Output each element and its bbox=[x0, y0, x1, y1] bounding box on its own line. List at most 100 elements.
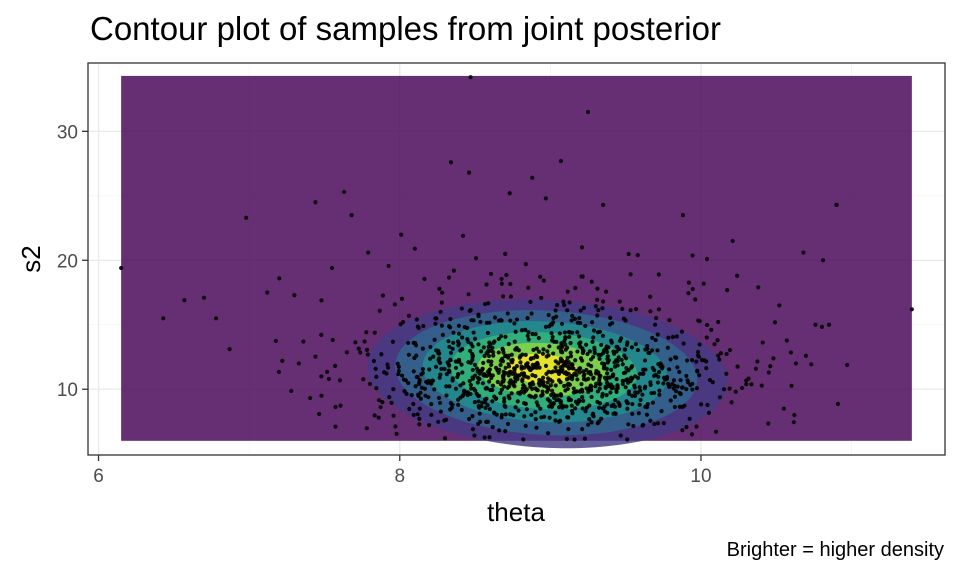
sample-point bbox=[766, 370, 771, 375]
sample-point bbox=[399, 232, 404, 237]
sample-point bbox=[702, 358, 707, 363]
sample-point bbox=[643, 384, 648, 389]
sample-point bbox=[498, 382, 504, 387]
sample-point bbox=[572, 437, 577, 442]
sample-point bbox=[633, 307, 639, 312]
sample-point bbox=[568, 397, 574, 403]
sample-point bbox=[492, 411, 497, 416]
sample-point bbox=[344, 350, 349, 355]
sample-point bbox=[536, 335, 541, 341]
sample-point bbox=[317, 411, 322, 417]
sample-point bbox=[766, 421, 771, 426]
sample-point bbox=[618, 433, 623, 438]
sample-point bbox=[909, 307, 914, 312]
sample-point bbox=[418, 396, 424, 401]
sample-point bbox=[376, 398, 382, 403]
sample-point bbox=[227, 347, 232, 352]
sample-point bbox=[671, 386, 676, 391]
sample-point bbox=[588, 383, 593, 388]
sample-point bbox=[392, 302, 397, 307]
sample-point bbox=[416, 393, 421, 399]
sample-point bbox=[565, 355, 570, 361]
sample-point bbox=[568, 350, 573, 355]
sample-point bbox=[490, 387, 495, 393]
sample-point bbox=[471, 330, 476, 335]
sample-point bbox=[600, 406, 605, 411]
sample-point bbox=[349, 213, 354, 218]
sample-point bbox=[213, 316, 219, 321]
sample-point bbox=[674, 355, 679, 360]
sample-point bbox=[597, 329, 603, 334]
sample-point bbox=[399, 373, 405, 378]
sample-point bbox=[648, 380, 653, 385]
sample-point bbox=[496, 350, 501, 355]
sample-point bbox=[707, 377, 713, 383]
sample-point bbox=[470, 367, 475, 373]
sample-point bbox=[695, 369, 700, 374]
sample-point bbox=[409, 392, 414, 398]
sample-point bbox=[516, 408, 521, 413]
sample-point bbox=[781, 406, 786, 411]
sample-point bbox=[485, 419, 491, 424]
sample-point bbox=[813, 322, 818, 327]
sample-point bbox=[560, 344, 565, 349]
sample-point bbox=[412, 355, 417, 361]
sample-point bbox=[473, 388, 478, 393]
sample-point bbox=[540, 392, 545, 397]
sample-point bbox=[324, 369, 330, 374]
sample-point bbox=[372, 330, 377, 335]
sample-point bbox=[595, 286, 600, 291]
sample-point bbox=[399, 296, 405, 301]
y-axis: 10 20 30 bbox=[57, 122, 88, 401]
sample-point bbox=[413, 384, 418, 389]
sample-point bbox=[801, 250, 806, 255]
sample-point bbox=[550, 334, 555, 340]
sample-point bbox=[541, 278, 546, 283]
sample-point bbox=[448, 407, 453, 412]
sample-point bbox=[389, 400, 394, 406]
sample-point bbox=[675, 384, 680, 389]
sample-point bbox=[337, 378, 343, 383]
sample-point bbox=[473, 256, 479, 261]
sample-point bbox=[597, 356, 602, 361]
sample-point bbox=[411, 412, 416, 418]
sample-point bbox=[600, 306, 605, 311]
sample-point bbox=[670, 334, 675, 340]
sample-point bbox=[406, 380, 411, 386]
sample-point bbox=[680, 404, 685, 409]
sample-point bbox=[499, 318, 504, 323]
sample-point bbox=[448, 160, 454, 165]
sample-point bbox=[387, 395, 392, 400]
sample-point bbox=[715, 338, 720, 343]
sample-point bbox=[395, 361, 400, 366]
sample-point bbox=[834, 202, 839, 207]
sample-point bbox=[545, 397, 550, 402]
sample-point bbox=[580, 350, 585, 356]
sample-point bbox=[548, 383, 553, 388]
sample-point bbox=[553, 383, 558, 388]
sample-point bbox=[655, 332, 660, 337]
sample-point bbox=[484, 282, 489, 287]
sample-point bbox=[456, 323, 462, 328]
sample-point bbox=[356, 346, 361, 351]
sample-point bbox=[572, 316, 578, 321]
sample-point bbox=[532, 395, 537, 400]
sample-point bbox=[534, 400, 539, 405]
sample-point bbox=[695, 349, 701, 355]
sample-point bbox=[558, 380, 563, 385]
sample-point bbox=[505, 311, 510, 316]
sample-point bbox=[556, 405, 562, 410]
sample-point bbox=[333, 424, 338, 429]
sample-point bbox=[694, 359, 699, 364]
sample-point bbox=[447, 344, 452, 350]
sample-point bbox=[635, 253, 640, 258]
sample-point bbox=[625, 401, 630, 406]
sample-point bbox=[666, 384, 672, 390]
sample-point bbox=[364, 426, 369, 431]
sample-point bbox=[521, 437, 526, 442]
sample-point bbox=[547, 404, 552, 409]
sample-point bbox=[486, 301, 491, 306]
sample-point bbox=[448, 358, 453, 363]
sample-point bbox=[630, 401, 635, 407]
sample-point bbox=[506, 341, 511, 347]
